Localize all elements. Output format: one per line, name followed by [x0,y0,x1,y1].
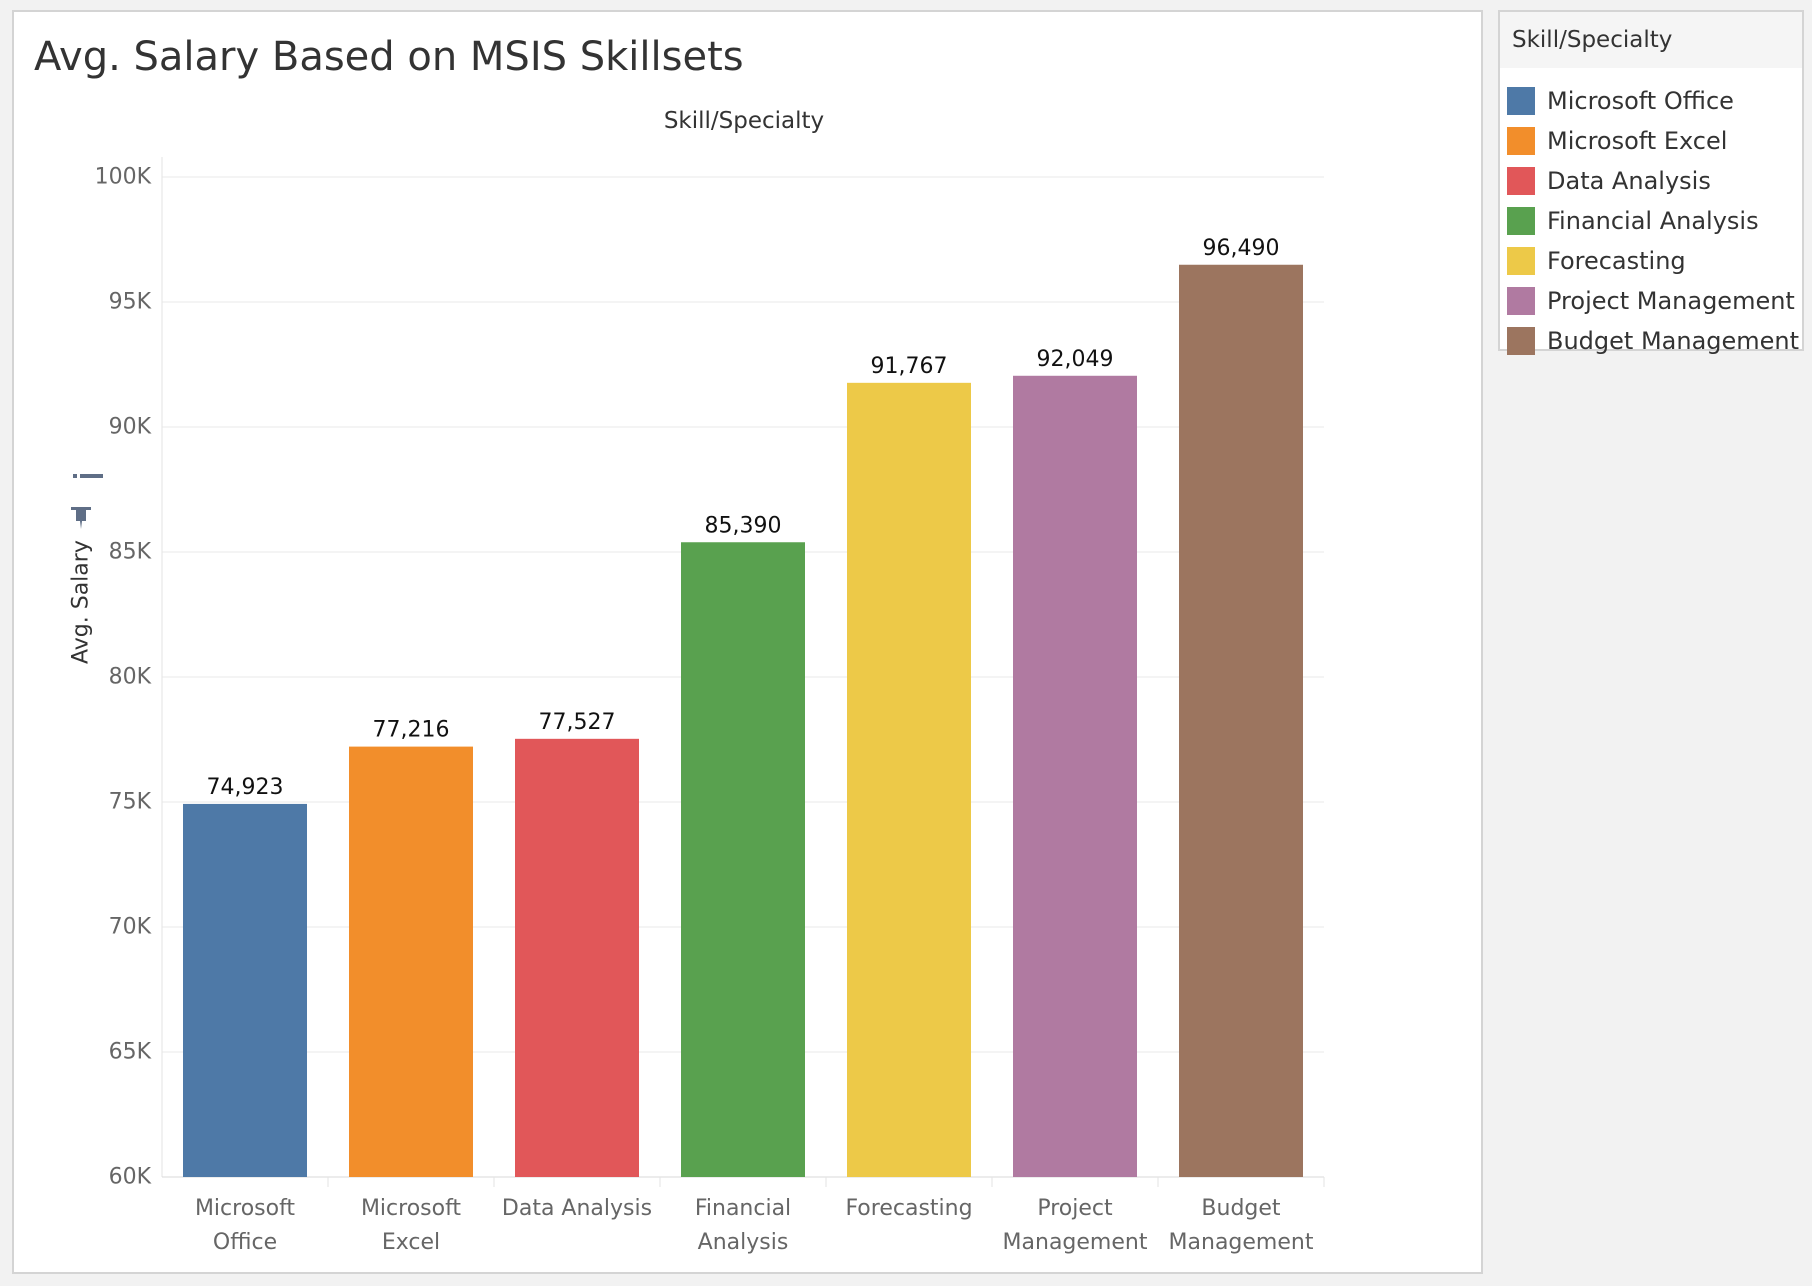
y-axis-title-group: Avg. Salary [69,474,103,664]
bar[interactable] [847,382,971,1177]
bars [183,264,1303,1177]
data-label: 77,216 [373,718,450,743]
legend-label: Budget Management [1547,327,1800,355]
legend-label: Microsoft Excel [1547,127,1728,155]
x-tick-label: Office [213,1230,277,1255]
y-tick-label: 80K [109,665,152,690]
x-tick-label: Budget [1201,1196,1281,1221]
chart-title: Avg. Salary Based on MSIS Skillsets [34,34,744,80]
pin-icon[interactable] [71,507,91,529]
x-tick-label: Forecasting [845,1196,972,1221]
x-tick-label: Analysis [698,1230,789,1255]
legend-swatch [1507,167,1535,195]
x-tick-label: Financial [695,1196,791,1221]
x-tick-label: Management [1003,1230,1148,1255]
legend-item[interactable]: Microsoft Excel [1507,126,1727,156]
y-tick-label: 90K [109,415,152,440]
data-label: 91,767 [871,354,948,379]
column-header: Skill/Specialty [664,108,824,134]
legend-item[interactable]: Forecasting [1507,246,1686,276]
y-tick-label: 60K [109,1165,152,1190]
legend-panel: Skill/Specialty Microsoft Office Microsof… [1498,10,1804,355]
y-tick-label: 70K [109,915,152,940]
sort-icon[interactable] [73,474,103,478]
legend-label: Forecasting [1547,247,1686,275]
legend-swatch [1507,207,1535,235]
bar[interactable] [515,738,639,1177]
data-label: 77,527 [539,710,616,735]
chart-panel: Avg. Salary Based on MSIS Skillsets Skil… [12,10,1483,1274]
bar[interactable] [349,746,473,1177]
legend-item[interactable]: Budget Management [1507,326,1799,356]
legend-label: Microsoft Office [1547,87,1734,115]
data-label: 74,923 [207,775,284,800]
x-tick-label: Data Analysis [502,1196,652,1221]
x-tick-label: Excel [382,1230,440,1255]
bar[interactable] [681,542,805,1177]
x-tick-label: Management [1169,1230,1314,1255]
data-labels: 74,923 77,216 77,527 85,390 91,767 92,049 96,4… [207,236,1280,800]
bar[interactable] [1013,375,1137,1177]
x-tick-label: Project [1037,1196,1113,1221]
x-axis-labels: Microsoft Office Microsoft Excel Data Analys… [195,1177,1325,1255]
y-tick-label: 95K [109,290,152,315]
y-tick-label: 85K [109,540,152,565]
legend-swatch [1507,247,1535,275]
legend-label: Project Management [1547,287,1795,315]
data-label: 85,390 [705,513,782,538]
legend-swatch [1507,87,1535,115]
legend-swatch [1507,327,1535,355]
legend-swatch [1507,127,1535,155]
y-axis-title: Avg. Salary [69,540,94,664]
data-label: 92,049 [1037,347,1114,372]
x-tick-label: Microsoft [361,1196,461,1221]
y-axis-ticks: 60K 65K 70K 75K 80K 85K 90K 95K 100K [95,165,152,1190]
legend-label: Data Analysis [1547,167,1711,195]
legend-item[interactable]: Project Management [1507,286,1795,316]
bar[interactable] [183,803,307,1177]
bar[interactable] [1179,264,1303,1177]
legend-item[interactable]: Data Analysis [1507,166,1711,196]
y-tick-label: 65K [109,1040,152,1065]
legend-title: Skill/Specialty [1500,12,1802,68]
bar-chart: Skill/Specialty 60K 65K 70K 75K 80K 85K 90K 95K… [69,108,1325,1255]
legend-swatch [1507,287,1535,315]
y-tick-label: 75K [109,790,152,815]
data-label: 96,490 [1203,236,1280,261]
legend-item[interactable]: Financial Analysis [1507,206,1759,236]
legend-item[interactable]: Microsoft Office [1507,86,1734,116]
y-tick-label: 100K [95,165,152,190]
x-tick-label: Microsoft [195,1196,295,1221]
legend-label: Financial Analysis [1547,207,1759,235]
